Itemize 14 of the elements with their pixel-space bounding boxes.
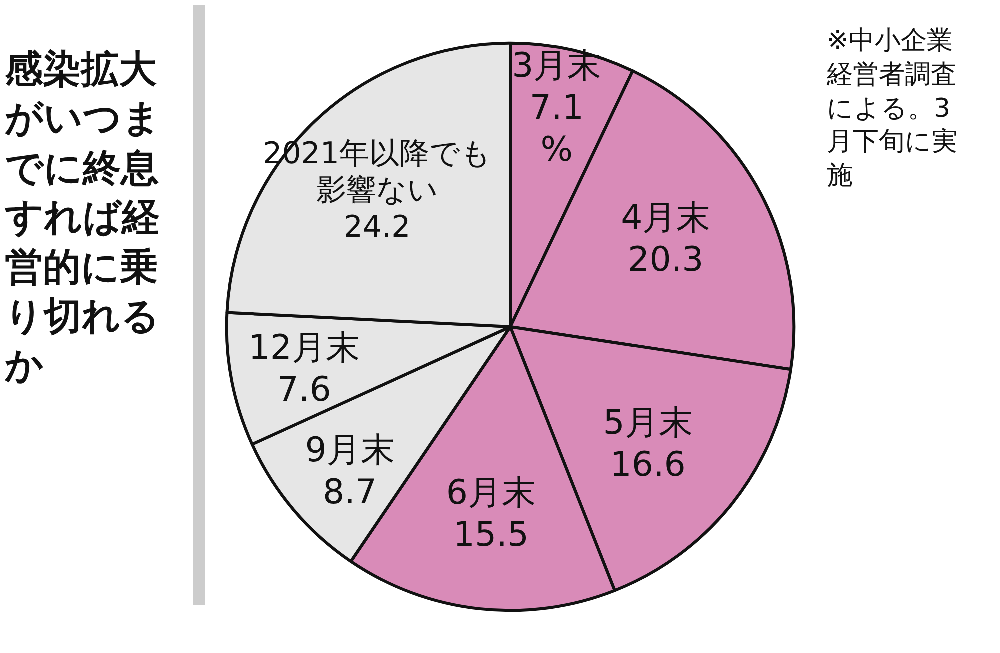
data-label: 20.3 bbox=[628, 240, 704, 280]
data-label: 24.2 bbox=[344, 210, 411, 245]
text: 感染拡大がいつまでに終息すれば経営的に乗り切れるか bbox=[5, 46, 162, 390]
data-label: 7.1% bbox=[530, 88, 584, 170]
slice-label: 9月末 bbox=[305, 430, 395, 471]
slice-label: 5月末 bbox=[603, 403, 693, 444]
slice-label: 6月末 bbox=[446, 472, 536, 513]
slice-label: 4月末 bbox=[621, 198, 711, 238]
data-label: 15.5 bbox=[453, 514, 530, 555]
data-label: 8.7 bbox=[323, 472, 378, 513]
data-label: 16.6 bbox=[610, 445, 686, 486]
data-label: 7.6 bbox=[277, 370, 332, 410]
slice-label: 12月末 bbox=[248, 328, 360, 368]
text: ※中小企業経営者調査による。3月下旬に実施 bbox=[827, 25, 959, 194]
